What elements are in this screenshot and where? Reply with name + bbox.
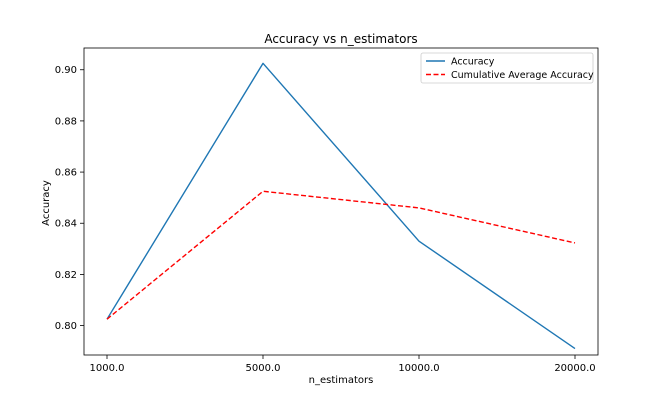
series-line-cumulative-average-accuracy xyxy=(106,190,576,320)
x-axis-ticks: 1000.0 5000.0 10000.0 20000.0 xyxy=(90,355,596,374)
y-tick-label: 0.90 xyxy=(55,65,77,76)
series-line-accuracy xyxy=(106,62,576,350)
y-axis-label: Accuracy xyxy=(41,180,52,226)
y-tick-label: 0.80 xyxy=(55,321,77,332)
chart-title: Accuracy vs n_estimators xyxy=(264,32,417,46)
legend-box xyxy=(420,52,594,84)
y-tick-label: 0.88 xyxy=(55,116,77,127)
x-tick-label: 5000.0 xyxy=(246,363,281,374)
legend: Accuracy Cumulative Average Accuracy xyxy=(420,52,594,84)
y-tick-label: 0.84 xyxy=(55,219,77,230)
x-tick-label: 20000.0 xyxy=(554,363,595,374)
x-axis-label: n_estimators xyxy=(309,375,374,386)
plot-frame xyxy=(83,47,599,356)
series-layer xyxy=(106,62,576,350)
legend-label: Cumulative Average Accuracy xyxy=(451,70,594,81)
legend-label: Accuracy xyxy=(451,57,495,68)
x-tick-label: 10000.0 xyxy=(398,363,439,374)
y-tick-label: 0.82 xyxy=(55,270,77,281)
plot-area xyxy=(83,47,599,356)
x-tick-label: 1000.0 xyxy=(90,363,125,374)
y-axis-ticks: 0.80 0.82 0.84 0.86 0.88 0.90 xyxy=(55,65,84,332)
y-tick-label: 0.86 xyxy=(55,168,77,179)
